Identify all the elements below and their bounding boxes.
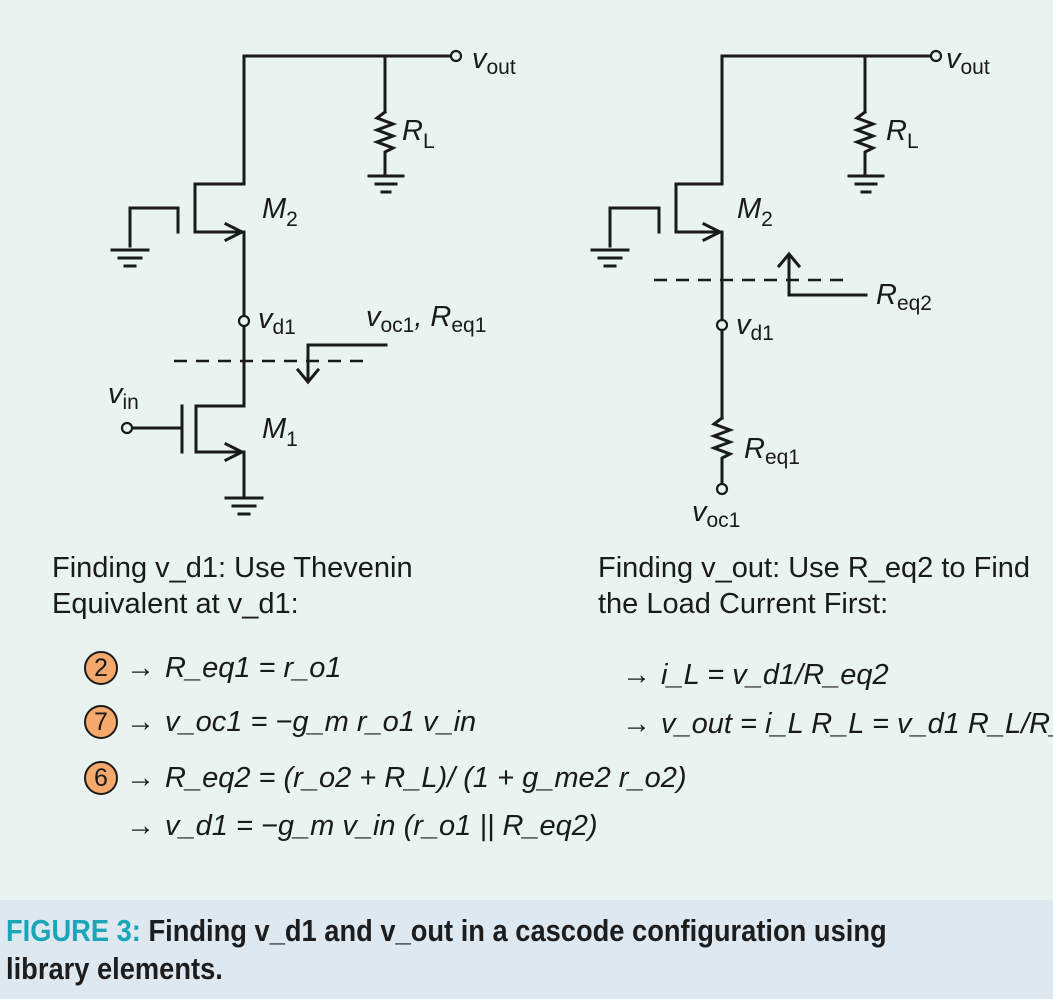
left-heading: Finding v_d1: Use Thevenin Equivalent at…: [52, 550, 413, 622]
arrow-icon: →: [622, 659, 651, 691]
left-m1-ground: [224, 496, 264, 516]
caption-band: [0, 900, 1053, 999]
right-m2-label: M2: [737, 193, 773, 231]
left-vout-label: vout: [472, 43, 516, 79]
equation-text: i_L = v_d1/R_eq2: [661, 659, 889, 691]
right-voc1-terminal: [715, 482, 729, 496]
right-rl-ground: [847, 174, 885, 194]
left-rl-ground: [367, 174, 405, 194]
left-m1-transistor: [128, 404, 246, 463]
left-circuit: vout RL M2 vd1 voc1, Req1 vin M1: [108, 43, 516, 516]
left-equation-1: 2 → R_eq1 = r_o1: [84, 648, 342, 688]
arrow-icon: →: [126, 706, 155, 738]
figure-panel: [0, 0, 1053, 900]
equation-text: R_eq2 = (r_o2 + R_L)/ (1 + g_me2 r_o2): [165, 762, 687, 794]
left-equation-3: 6 → R_eq2 = (r_o2 + R_L)/ (1 + g_me2 r_o…: [84, 758, 687, 798]
right-rl-resistor: [852, 109, 878, 176]
figure-caption: FIGURE 3: Finding v_d1 and v_out in a ca…: [6, 912, 921, 988]
left-vout-terminal: [449, 49, 463, 63]
right-req2-arrow: [776, 251, 868, 297]
right-vout-label: vout: [946, 43, 990, 79]
right-req2-label: Req2: [876, 279, 932, 315]
left-m1-label: M1: [262, 413, 298, 451]
left-equation-4: → v_d1 = −g_m v_in (r_o1 || R_eq2): [84, 806, 598, 846]
left-vin-label: vin: [108, 378, 139, 414]
right-equation-1: → i_L = v_d1/R_eq2: [622, 655, 889, 695]
right-voc1-label: voc1: [692, 496, 740, 532]
circuit-diagram: vout RL M2 vd1 voc1, Req1 vin M1: [108, 43, 990, 532]
equation-text: v_d1 = −g_m v_in (r_o1 || R_eq2): [165, 810, 598, 842]
arrow-icon: →: [622, 708, 651, 740]
left-heading-line1: Finding v_d1: Use Thevenin: [52, 552, 413, 584]
step-badge-2: 2: [84, 651, 118, 685]
left-vd1-wire: [194, 230, 246, 408]
caption-text: Finding v_d1 and v_out in a cascode conf…: [6, 913, 887, 986]
left-equation-2: 7 → v_oc1 = −g_m r_o1 v_in: [84, 702, 476, 742]
left-vd1-node: [237, 314, 251, 328]
left-m2-label: M2: [262, 193, 298, 231]
right-m2-transistor: [608, 182, 724, 248]
arrow-icon: →: [126, 810, 155, 842]
right-m2-gate-ground: [590, 248, 630, 268]
right-m2-drain-wire: [674, 54, 724, 234]
right-heading-line2: the Load Current First:: [598, 588, 889, 620]
left-rl-resistor: [372, 109, 398, 176]
right-req1-label: Req1: [744, 433, 800, 469]
left-voc1-req1-label: voc1, Req1: [366, 301, 486, 337]
left-heading-line2: Equivalent at v_d1:: [52, 588, 299, 620]
right-req1-resistor: [709, 415, 735, 486]
left-rl-label: RL: [402, 115, 435, 153]
step-badge-6: 6: [84, 761, 118, 795]
right-rl-label: RL: [886, 115, 919, 153]
figure-label: FIGURE 3:: [6, 913, 141, 948]
right-equation-2: → v_out = i_L R_L = v_d1 R_L/R_eq2: [622, 704, 1053, 744]
step-badge-7: 7: [84, 705, 118, 739]
left-m2-transistor: [128, 182, 246, 248]
right-vd1-node: [715, 318, 729, 332]
right-vd1-label: vd1: [736, 309, 774, 345]
right-vout-terminal: [929, 49, 943, 63]
equation-text: v_out = i_L R_L = v_d1 R_L/R_eq2: [661, 708, 1053, 740]
equation-text: v_oc1 = −g_m r_o1 v_in: [165, 706, 477, 738]
left-m2-drain-wire: [193, 54, 246, 234]
left-req1-arrow: [295, 343, 388, 385]
left-m2-gate-ground: [110, 248, 150, 268]
right-heading: Finding v_out: Use R_eq2 to Find the Loa…: [598, 550, 1030, 622]
arrow-icon: →: [126, 762, 155, 794]
arrow-icon: →: [126, 652, 155, 684]
left-vin-terminal: [120, 421, 134, 435]
left-vd1-label: vd1: [258, 303, 296, 339]
right-circuit: vout RL M2 Req2 vd1 Req1 voc1: [590, 43, 990, 532]
right-heading-line1: Finding v_out: Use R_eq2 to Find: [598, 552, 1031, 584]
equation-text: R_eq1 = r_o1: [165, 652, 342, 684]
